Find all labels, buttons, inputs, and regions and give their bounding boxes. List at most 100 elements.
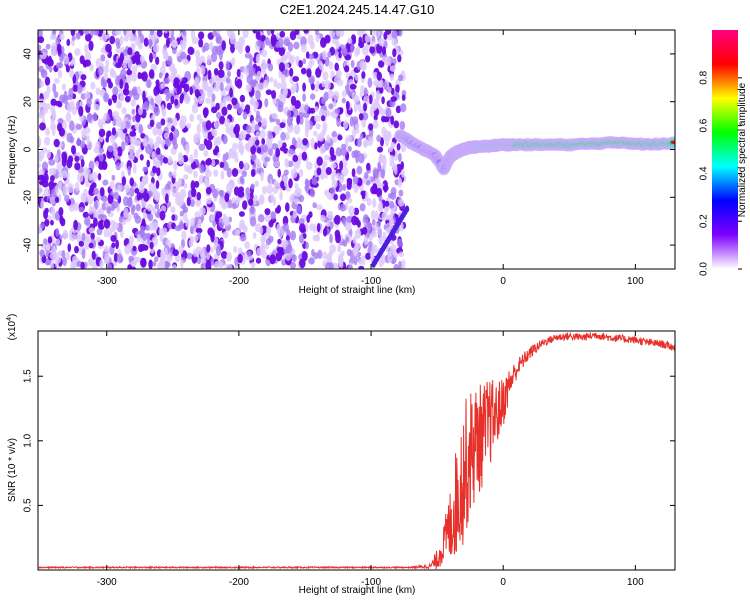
spectrogram-cell [155,135,162,144]
spectrogram-cell [245,143,250,151]
spectrogram-cell [280,81,287,90]
spectrogram-cell [88,242,94,249]
spectrogram-cell [185,164,193,174]
spectrogram-cell [398,74,404,82]
spectrogram-cell [119,120,126,130]
spectrogram-cell [165,193,169,204]
spectrogram-cell [322,50,327,61]
spectrogram-cell [278,93,284,100]
spectrogram-cell [170,206,176,214]
spectrogram-cell [134,36,141,46]
spectrogram-cell [296,141,302,149]
spectrogram-cell [154,256,159,263]
spectrogram-cell [39,249,45,258]
spectrogram-cell [299,223,306,233]
spectrogram-cell [286,109,292,118]
spectrogram-cell [99,121,104,131]
spectrogram-cell [128,153,135,162]
spectrogram-cell [398,189,404,197]
spectrogram-cell [113,252,118,263]
spectrogram-cell [332,100,337,108]
spectrogram-cell [84,216,91,226]
spectrogram-cell [345,236,350,243]
spectrogram-cell [254,180,259,187]
spectrogram-cell [135,203,141,212]
spectrogram-cell [354,228,362,239]
spectrogram-cell [243,66,248,75]
spectrogram-cell [342,166,349,177]
spectrogram-cell [234,156,239,163]
spectrogram-cell [125,75,132,84]
spectrogram-cell [74,162,81,171]
spectrogram-cell [311,248,315,257]
spectrogram-cell [320,97,326,105]
spectrogram-cell [205,169,212,178]
spectrogram-cell [38,174,45,181]
spectrogram-cell [300,43,307,53]
spectrogram-cell [40,80,44,88]
spectrogram-cell [229,148,233,155]
spectrogram-cell [177,177,182,187]
y-tick-label: 0 [23,146,34,152]
spectrogram-cell [265,37,270,46]
colorbar-tick-label: 0.2 [699,214,710,228]
x-tick-label: -100 [361,276,381,287]
spectrogram-cell [329,30,336,38]
spectrogram-cell [396,143,401,151]
spectrogram-cell [219,115,226,125]
spectrogram-cell [172,47,177,55]
spectrogram-cell [260,171,264,182]
spectrogram-cell [222,134,228,145]
spectrogram-cell [163,88,170,96]
figure-title: C2E1.2024.245.14.47.G10 [280,2,435,17]
spectrogram-cell [305,51,310,59]
spectrogram-cell [152,261,157,267]
spectrogram-cell [156,30,163,38]
spectrogram-cell [329,244,336,254]
spectrogram-cell [259,129,266,140]
snr-x-label: Height of straight line (km) [299,585,416,596]
spectrogram-cell [155,192,160,203]
spectrogram-cell [149,30,155,36]
spectrogram-cell [179,210,185,217]
spectrogram-cell [109,135,116,143]
spectrogram-cell [93,217,98,227]
spectrogram-cell [155,180,160,189]
spectrogram-cell [309,187,315,198]
spectrogram-cell [362,112,369,121]
spectrogram-cell [345,221,352,232]
spectrogram-cell [206,54,212,65]
snr-multiplier-exp: 4 [6,317,13,321]
spectrogram-cell [224,118,231,128]
spectrogram-cell [183,174,189,180]
snr-y-label: SNR (10 * v/v) [7,438,18,502]
spectrogram-cell [88,227,95,234]
y-tick-label: 0.5 [23,498,34,512]
spectrogram-cell [165,239,171,247]
spectrogram-cell [400,103,407,113]
spectrogram-cell [379,86,384,94]
spectrogram-cell [189,154,194,164]
spectrogram-cell [259,226,264,235]
spectrogram-cell [106,113,110,124]
snr-series-line [38,331,675,570]
spectrogram-cell [289,30,297,41]
spectrogram-cell [97,173,102,181]
spectrogram-cell [350,43,354,53]
spectrogram-cell [129,130,137,137]
spectrogram-cell [324,189,330,197]
spectrogram-cell [393,120,400,129]
spectrogram-cell [59,53,64,63]
spectrogram-cell [244,241,251,250]
spectrogram-cell [339,160,344,171]
spectrogram-cell [363,140,368,148]
y-tick-label: 40 [23,48,34,60]
spectrogram-cell [172,117,178,128]
spectrogram-cell [132,115,137,123]
spectrogram-cell [152,158,160,167]
spectrogram-cell [395,84,400,94]
spectrogram-cell [207,69,212,81]
spectrogram-cell [213,169,219,177]
spectrogram-cell [161,60,167,69]
spectrogram-cell [116,146,123,157]
